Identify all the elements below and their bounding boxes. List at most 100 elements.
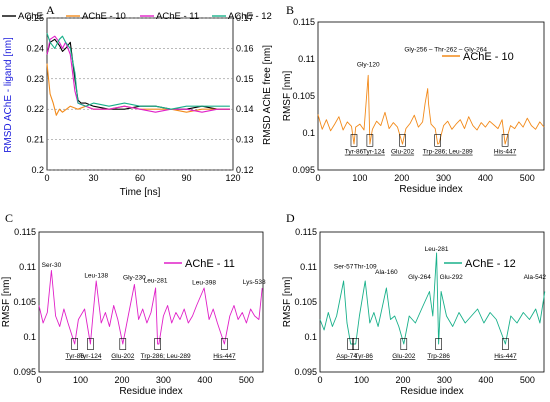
x-tick-c-100: 100 <box>73 375 88 385</box>
y-tick-b-0.115: 0.115 <box>293 17 315 27</box>
residue-box-b-2 <box>350 134 358 147</box>
residue-box-c-8 <box>119 338 127 350</box>
y-tick-labels-d: 0.095 0.1 0.105 0.11 0.115 <box>294 227 317 377</box>
residue-label-b-5: Trp-286; Leu-289 <box>423 149 473 156</box>
series-lines-a <box>46 33 230 116</box>
x-tick-d-0: 0 <box>317 375 322 385</box>
y-tick-right-a-0.14: 0.14 <box>236 104 254 114</box>
plot-frame-b <box>317 21 545 171</box>
legend-a: AChE AChE - 10 AChE - 11 AChE - 12 <box>2 11 272 22</box>
residue-label-c-3: Leu-281 <box>144 277 168 284</box>
residue-label-b-4: Glu-202 <box>391 149 415 156</box>
x-axis-label-a: Time [ns] <box>120 187 161 198</box>
x-tick-c-400: 400 <box>197 375 212 385</box>
series-line-a-2 <box>46 35 230 113</box>
x-axis-label-c: Residue index <box>119 386 182 397</box>
y-tick-b-0.105: 0.105 <box>292 91 315 101</box>
residue-box-d-8 <box>352 338 359 350</box>
legend-c: AChE - 11 <box>164 258 235 270</box>
y-tick-left-a-0.23: 0.23 <box>26 74 44 84</box>
plot-frame-d <box>319 231 545 373</box>
x-axis-label-d: Residue index <box>400 386 463 397</box>
y-tick-d-0.11: 0.11 <box>300 262 317 272</box>
residue-box-d-11 <box>502 338 509 350</box>
residue-box-b-3 <box>366 134 374 147</box>
panel-c: C 0 100 200 300 400 500 0.095 0.1 0.105 0.11 0.11… <box>1 211 266 397</box>
x-tick-b-200: 200 <box>394 173 409 183</box>
series-line-c <box>38 270 263 345</box>
series-line-c <box>38 270 263 345</box>
x-tick-a-90: 90 <box>181 173 191 183</box>
residue-label-b-3: Tyr-124 <box>363 149 385 156</box>
y-tick-b-0.11: 0.11 <box>298 54 315 64</box>
x-tick-d-500: 500 <box>520 375 535 385</box>
y-axis-label-right-a: RMSD AChE free [nm] <box>262 45 273 145</box>
series-line-d <box>319 252 546 345</box>
x-tick-b-0: 0 <box>315 173 320 183</box>
gridlines-a <box>47 17 233 171</box>
y-axis-label-b: RMSF [nm] <box>282 71 293 122</box>
x-tick-labels-d: 0 100 200 300 400 500 <box>317 375 534 385</box>
y-axis-label-left-a: RMSD AChE - ligand [nm] <box>3 37 14 153</box>
legend-label-b: AChE - 10 <box>463 51 514 63</box>
residue-label-d-9: Glu-202 <box>392 353 416 360</box>
x-tick-d-400: 400 <box>478 375 493 385</box>
residue-label-c-0: Ser-30 <box>42 262 62 269</box>
residue-label-c-6: Tyr-86 <box>65 353 84 360</box>
legend-label-c: AChE - 11 <box>185 258 235 270</box>
residue-label-d-1: Thr-109 <box>354 263 377 270</box>
legend-label-ache: AChE <box>18 11 43 22</box>
y-tick-d-0.095: 0.095 <box>294 367 317 377</box>
y-tick-right-a-0.17: 0.17 <box>236 13 254 23</box>
residue-label-b-6: His-447 <box>494 149 517 156</box>
residue-label-c-2: Gly-230 <box>123 275 146 282</box>
y-axis-label-d: RMSF [nm] <box>282 277 293 328</box>
legend-label-ache-12: AChE - 12 <box>228 11 272 22</box>
plot-frame-c <box>38 231 264 373</box>
residue-box-b-6 <box>501 134 509 147</box>
y-tick-right-a-0.13: 0.13 <box>236 135 254 145</box>
residue-label-c-10: His-447 <box>213 353 236 360</box>
x-tick-a-0: 0 <box>44 173 49 183</box>
panel-b: B 0 100 200 300 400 500 0.095 0.1 0.105 0.11 0.11… <box>282 3 545 195</box>
residue-label-d-6: Ala-542 <box>524 274 547 281</box>
x-tick-a-30: 30 <box>88 173 98 183</box>
residue-box-d-10 <box>435 338 442 350</box>
residue-box-b-5 <box>434 134 441 147</box>
residue-label-d-10: Trp-286 <box>427 353 450 360</box>
panel-label-b: B <box>286 3 294 17</box>
legend-d: AChE - 12 <box>444 258 516 270</box>
y-tick-labels-right-a: 0.12 0.13 0.14 0.15 0.16 0.17 <box>236 13 254 175</box>
residue-label-d-4: Gly-264 <box>408 274 431 281</box>
y-tick-left-a-0.21: 0.21 <box>26 135 44 145</box>
residue-label-b-1: Gly-256 – Thr-262 – Gly-264 <box>404 47 487 54</box>
x-tick-a-60: 60 <box>135 173 145 183</box>
residue-label-b-0: Gly-120 <box>357 61 380 68</box>
residue-box-c-7 <box>87 338 94 350</box>
legend-label-ache-10: AChE - 10 <box>82 11 126 22</box>
x-tick-c-300: 300 <box>156 375 171 385</box>
y-tick-left-a-0.22: 0.22 <box>26 104 44 114</box>
residue-box-c-10 <box>221 338 228 350</box>
series-line-a-3 <box>46 33 230 110</box>
residue-label-c-9: Trp-286; Leu-289 <box>141 353 191 360</box>
residue-annotations-b: Gly-120 Gly-256 – Thr-262 – Gly-264 Tyr-86… <box>345 47 517 156</box>
y-tick-c-0.1: 0.1 <box>23 332 36 342</box>
residue-label-b-2: Tyr-86 <box>345 149 364 156</box>
x-tick-labels-b: 0 100 200 300 400 500 <box>315 173 534 183</box>
y-tick-left-a-0.2: 0.2 <box>31 165 44 175</box>
series-line-b <box>317 74 545 145</box>
y-tick-labels-c: 0.095 0.1 0.105 0.11 0.115 <box>13 227 36 377</box>
residue-box-c-6 <box>71 338 78 350</box>
residue-label-d-2: Ala-160 <box>375 269 398 276</box>
y-tick-labels-left-a: 0.2 0.21 0.22 0.23 0.24 0.25 <box>26 13 44 175</box>
panel-d: D 0 100 200 300 400 500 0.095 0.1 0.105 0.11 0.11… <box>282 211 546 397</box>
y-tick-right-a-0.12: 0.12 <box>236 165 254 175</box>
x-tick-d-300: 300 <box>437 375 452 385</box>
y-tick-b-0.095: 0.095 <box>292 165 315 175</box>
plot-frame-a <box>46 17 234 171</box>
legend-label-ache-11: AChE - 11 <box>156 11 199 22</box>
